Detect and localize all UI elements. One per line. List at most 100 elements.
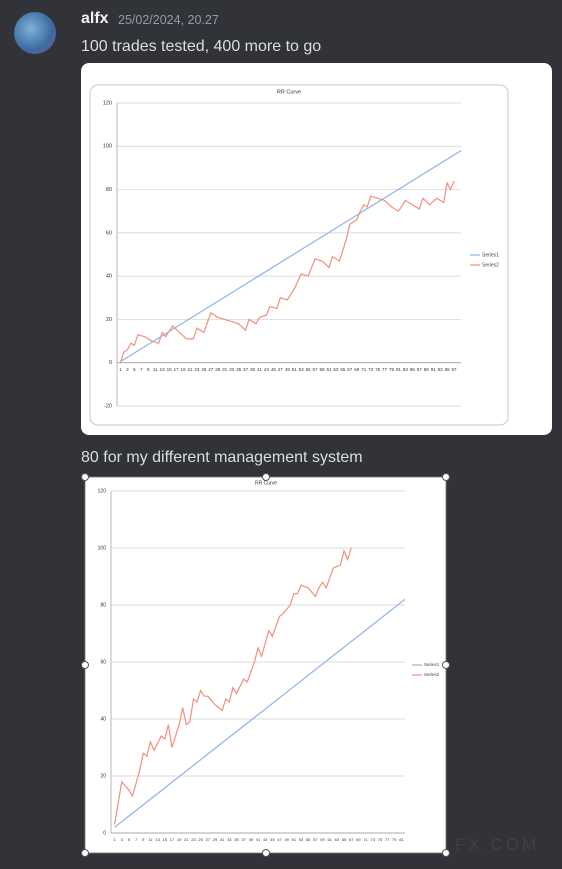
y-tick-label: 80 [106, 187, 112, 193]
x-tick-label: 35 [234, 837, 239, 842]
x-tick-label: 1 [119, 367, 122, 372]
x-tick-label: 41 [256, 837, 261, 842]
x-tick-label: 79 [389, 367, 395, 372]
x-tick-label: 49 [284, 837, 289, 842]
x-tick-label: 11 [148, 837, 153, 842]
x-tick-label: 65 [342, 837, 347, 842]
x-tick-label: 45 [270, 837, 275, 842]
x-tick-label: 13 [155, 837, 160, 842]
x-tick-label: 49 [285, 367, 291, 372]
x-tick-label: 33 [229, 367, 235, 372]
series-line [119, 180, 455, 363]
x-tick-label: 77 [385, 837, 390, 842]
x-tick-label: 7 [140, 367, 143, 372]
x-tick-label: 11 [153, 367, 158, 372]
x-tick-label: 73 [371, 837, 376, 842]
x-tick-label: 39 [250, 367, 256, 372]
legend-label: Series2 [482, 262, 499, 268]
x-tick-label: 23 [191, 837, 196, 842]
y-tick-label: 20 [106, 317, 112, 323]
x-tick-label: 23 [194, 367, 200, 372]
x-tick-label: 91 [431, 367, 437, 372]
x-tick-label: 3 [126, 367, 129, 372]
y-tick-label: 0 [109, 360, 112, 366]
x-tick-label: 15 [163, 837, 168, 842]
x-tick-label: 47 [278, 367, 284, 372]
x-tick-label: 55 [306, 837, 311, 842]
x-tick-label: 59 [320, 367, 326, 372]
x-tick-label: 33 [227, 837, 232, 842]
x-tick-label: 9 [147, 367, 150, 372]
x-tick-label: 75 [378, 837, 383, 842]
x-tick-label: 95 [445, 367, 451, 372]
x-tick-label: 9 [142, 837, 145, 842]
x-tick-label: 53 [299, 837, 304, 842]
x-tick-label: 17 [170, 837, 175, 842]
x-tick-label: 19 [177, 837, 182, 842]
x-tick-label: 13 [160, 367, 166, 372]
y-tick-label: 40 [100, 716, 106, 722]
x-tick-label: 27 [206, 837, 211, 842]
chart-frame [89, 84, 509, 426]
x-tick-label: 37 [241, 837, 246, 842]
x-tick-label: 29 [213, 837, 218, 842]
y-tick-label: 60 [106, 230, 112, 236]
y-tick-label: 80 [100, 602, 106, 608]
x-tick-label: 85 [410, 367, 416, 372]
y-tick-label: 60 [100, 659, 106, 665]
x-tick-label: 67 [347, 367, 353, 372]
x-tick-label: 47 [277, 837, 282, 842]
legend-label: Series2 [424, 672, 440, 677]
x-tick-label: 71 [363, 837, 368, 842]
x-tick-label: 41 [257, 367, 263, 372]
y-tick-label: 0 [103, 830, 106, 836]
x-tick-label: 87 [417, 367, 423, 372]
x-tick-label: 57 [313, 367, 319, 372]
series-line [114, 598, 406, 828]
username[interactable]: alfx [81, 10, 109, 27]
x-tick-label: 59 [320, 837, 325, 842]
x-tick-label: 89 [424, 367, 430, 372]
y-tick-label: 100 [98, 545, 107, 551]
x-tick-label: 5 [133, 367, 136, 372]
x-tick-label: 97 [452, 367, 458, 372]
x-tick-label: 21 [184, 837, 189, 842]
y-tick-label: 40 [106, 274, 112, 280]
x-tick-label: 21 [187, 367, 193, 372]
x-tick-label: 39 [249, 837, 254, 842]
x-tick-label: 61 [327, 837, 332, 842]
x-tick-label: 15 [167, 367, 173, 372]
x-tick-label: 67 [349, 837, 354, 842]
image-attachment[interactable] [85, 477, 446, 853]
x-tick-label: 1 [113, 837, 116, 842]
x-tick-label: 81 [399, 837, 404, 842]
message-text: 100 trades tested, 400 more to go [81, 38, 322, 55]
x-tick-label: 73 [368, 367, 374, 372]
y-tick-label: 120 [98, 488, 107, 494]
x-tick-label: 31 [222, 367, 228, 372]
x-tick-label: 83 [403, 367, 409, 372]
x-tick-label: 69 [354, 367, 360, 372]
x-tick-label: 19 [181, 367, 187, 372]
series-line [120, 150, 462, 363]
x-tick-label: 25 [201, 367, 207, 372]
legend-label: Series1 [482, 252, 499, 258]
avatar[interactable] [14, 12, 56, 54]
x-tick-label: 43 [264, 367, 270, 372]
x-tick-label: 75 [375, 367, 381, 372]
x-tick-label: 45 [271, 367, 277, 372]
x-tick-label: 7 [135, 837, 138, 842]
x-tick-label: 93 [438, 367, 444, 372]
x-tick-label: 81 [396, 367, 402, 372]
message-text: 80 for my different management system [81, 449, 363, 466]
x-tick-label: 57 [313, 837, 318, 842]
series-line [113, 547, 352, 825]
y-tick-label: 100 [103, 144, 112, 150]
x-tick-label: 35 [236, 367, 242, 372]
x-tick-label: 17 [174, 367, 180, 372]
x-tick-label: 53 [299, 367, 305, 372]
x-tick-label: 65 [340, 367, 346, 372]
x-tick-label: 25 [198, 837, 203, 842]
y-tick-label: 20 [100, 773, 106, 779]
